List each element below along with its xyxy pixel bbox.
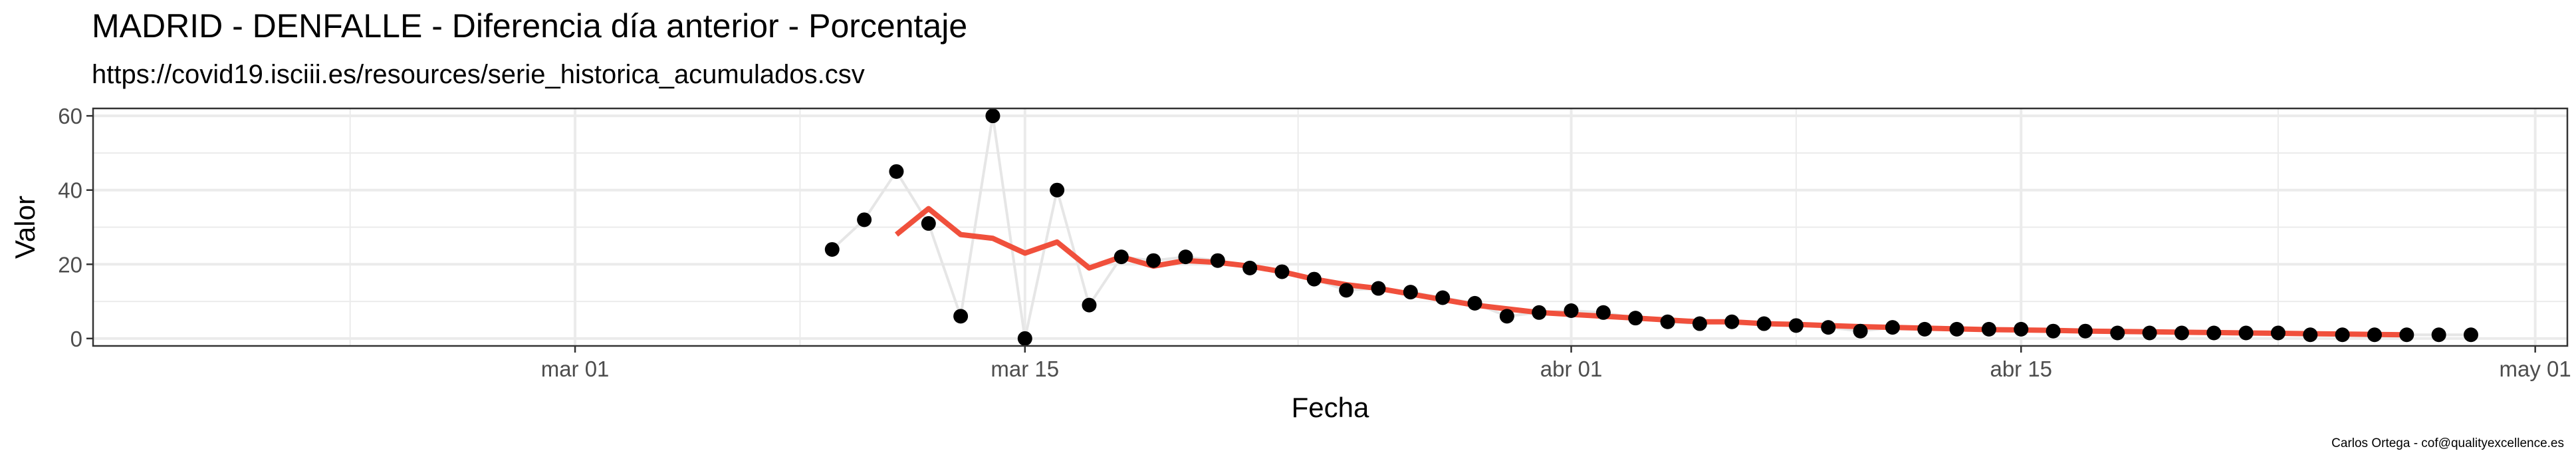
y-tick-label: 20	[58, 252, 82, 277]
data-point	[1821, 320, 1836, 335]
data-point	[1467, 295, 1482, 311]
data-point	[1564, 303, 1579, 319]
data-point	[1242, 260, 1258, 275]
x-tick-label: mar 15	[991, 357, 1059, 381]
grid-lines	[93, 108, 2567, 346]
data-point	[889, 164, 904, 179]
data-point	[1178, 249, 1193, 265]
data-point	[2335, 327, 2350, 343]
data-point	[2270, 325, 2285, 341]
data-point	[1756, 316, 1772, 331]
data-point	[2431, 327, 2446, 343]
data-point	[1435, 290, 1451, 305]
data-point	[1885, 320, 1900, 335]
data-point	[2303, 327, 2318, 343]
y-tick-label: 40	[58, 178, 82, 203]
data-point	[2463, 327, 2478, 343]
chart-subtitle: https://covid19.isciii.es/resources/seri…	[92, 60, 865, 89]
data-point	[985, 108, 1000, 124]
x-tick-label: abr 01	[1540, 357, 1603, 381]
x-tick-label: abr 15	[1990, 357, 2052, 381]
data-point	[1339, 283, 1354, 298]
data-point	[1403, 285, 1418, 300]
data-point	[1050, 182, 1065, 198]
data-point	[2206, 325, 2222, 341]
chart-title: MADRID - DENFALLE - Diferencia día anter…	[92, 7, 968, 45]
panel-border	[92, 107, 2569, 347]
caption: Carlos Ortega - cof@qualityexcellence.es	[2331, 436, 2564, 450]
data-point	[2367, 327, 2382, 343]
data-point	[1146, 253, 1161, 268]
data-point	[1274, 264, 1290, 279]
x-tick-label: mar 01	[541, 357, 610, 381]
data-point	[2174, 325, 2189, 341]
y-tick-label: 60	[58, 104, 82, 128]
x-tick-label: may 01	[2500, 357, 2571, 381]
data-point	[2399, 327, 2414, 343]
axes: mar 01 mar 15 abr 01 abr 15 may 01 0 20 40 60	[58, 104, 2571, 381]
data-point	[857, 212, 872, 228]
data-point	[1981, 321, 1996, 337]
data-point	[2014, 321, 2029, 337]
data-point	[1113, 249, 1129, 265]
data-point	[2046, 323, 2061, 339]
data-point	[921, 216, 936, 231]
data-point	[1499, 309, 1514, 324]
data-point	[1532, 305, 1547, 320]
data-point	[1949, 321, 1964, 337]
y-tick-label: 0	[70, 327, 82, 351]
x-axis-title: Fecha	[1292, 392, 1369, 423]
data-point	[824, 241, 840, 257]
data-point	[1210, 253, 1225, 268]
data-point	[2142, 325, 2157, 341]
data-point	[1628, 311, 1643, 326]
data-point	[953, 309, 969, 324]
data-point	[1692, 316, 1707, 331]
y-axis-title: Valor	[9, 196, 41, 259]
data-point	[1371, 281, 1386, 296]
data-point	[1917, 321, 1932, 337]
data-point	[2077, 323, 2093, 339]
data-point	[2110, 325, 2125, 341]
data-point	[2238, 325, 2254, 341]
data-point	[1017, 331, 1032, 346]
data-points	[824, 108, 2478, 346]
data-point	[1306, 271, 1322, 287]
data-point	[1595, 305, 1611, 320]
data-point	[1082, 297, 1097, 313]
data-point	[1853, 323, 1868, 339]
data-point	[1724, 314, 1740, 329]
data-point	[1660, 314, 1675, 329]
data-point	[1788, 318, 1804, 333]
